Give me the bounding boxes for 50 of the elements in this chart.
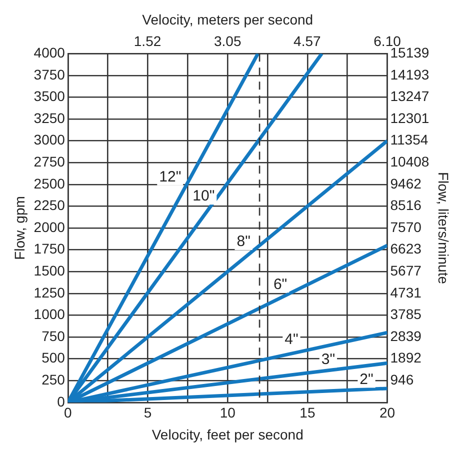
y2-tick-label: 11354 [390, 132, 428, 148]
y-tick-label: 3750 [34, 66, 66, 82]
annotation: 10" [192, 188, 215, 205]
y-tick-label: 1750 [34, 240, 66, 257]
y2-tick-label: 5677 [390, 262, 422, 278]
x2-axis-title: Velocity, meters per second [142, 11, 314, 28]
y2-tick-label: 946 [390, 371, 414, 388]
x-axis-title: Velocity, feet per second [152, 426, 304, 442]
x2-tick-label: 4.57 [294, 33, 322, 50]
y-tick-label: 2250 [34, 197, 66, 214]
y-tick-label: 3250 [34, 110, 66, 126]
y-tick-label: 2750 [34, 153, 66, 170]
y2-tick-label: 1892 [390, 350, 422, 366]
annotation: 3" [321, 350, 336, 368]
annotation: 6" [273, 276, 288, 293]
x2-tick-label: 3.05 [214, 33, 242, 50]
y2-tick-label: 12301 [390, 110, 430, 126]
y-tick-label: 2000 [34, 218, 66, 235]
annotation: 12" [159, 168, 182, 186]
y-tick-label: 750 [42, 328, 66, 344]
y2-axis-title: Flow, liters/minute [436, 172, 452, 284]
y-tick-label: 1000 [34, 306, 66, 322]
x-tick-label: 15 [300, 404, 316, 421]
y2-tick-label: 7570 [390, 218, 422, 235]
x-tick-label: 5 [144, 404, 152, 421]
y-tick-label: 3500 [34, 88, 66, 104]
y2-tick-label: 6623 [390, 240, 422, 257]
y2-tick-label: 10408 [390, 153, 430, 170]
y-tick-label: 3000 [34, 132, 66, 148]
x-tick-label: 20 [379, 404, 396, 421]
annotation: 8" [236, 233, 250, 250]
y-tick-label: 500 [42, 350, 66, 366]
annotation: 2" [360, 370, 374, 388]
x2-tick-label: 1.52 [134, 33, 162, 50]
y-tick-label: 250 [42, 371, 66, 388]
y2-tick-label: 2839 [390, 328, 422, 344]
y2-tick-label: 4731 [390, 284, 422, 300]
annotation: 4" [284, 330, 298, 348]
y2-tick-label: 9462 [390, 175, 422, 192]
y-tick-label: 4000 [34, 44, 66, 60]
y-tick-label: 2500 [34, 175, 66, 192]
y-tick-label: 1250 [34, 284, 66, 300]
y2-tick-label: 14193 [390, 66, 430, 82]
y2-tick-label: 3785 [390, 306, 422, 322]
y2-tick-label: 13247 [390, 88, 430, 104]
y2-tick-label: 8516 [390, 197, 422, 214]
y-tick-label: 1500 [34, 262, 66, 278]
y-tick-label: 0 [57, 393, 66, 410]
x-tick-label: 10 [220, 404, 236, 421]
y-axis-title: Flow, gpm [11, 196, 28, 260]
